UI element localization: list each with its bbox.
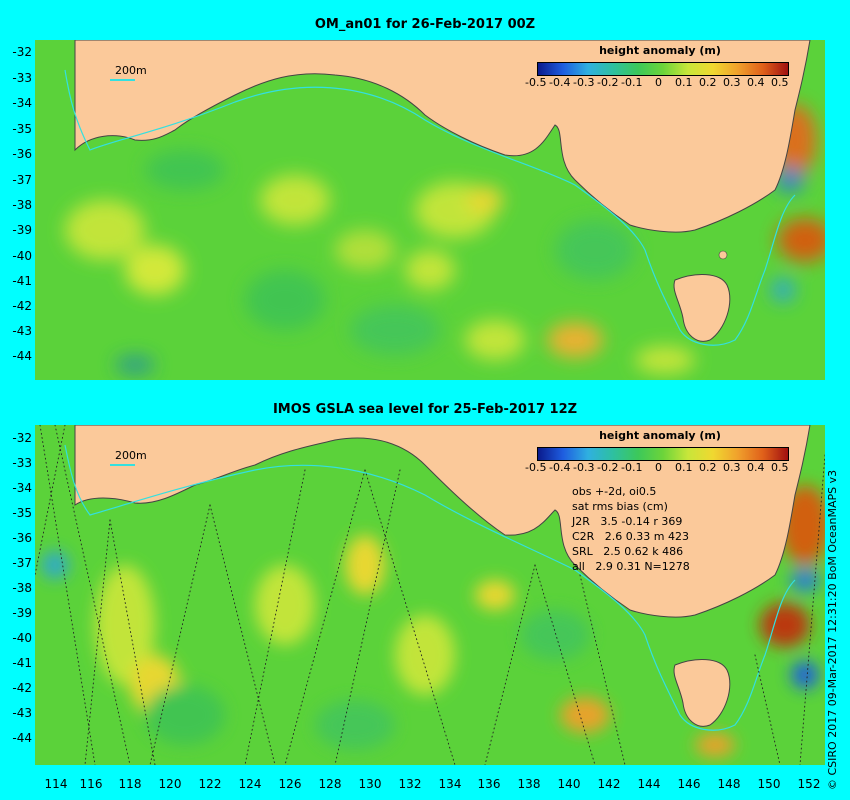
isobath-200m	[64, 69, 796, 346]
top-colorbar: height anomaly (m) -0.5 -0.4 -0.3 -0.2 -…	[525, 44, 795, 100]
lat-label: -43	[12, 706, 32, 720]
lat-label: -33	[12, 456, 32, 470]
colorbar-tick: 0	[655, 76, 662, 89]
colorbar-tick: -0.3	[573, 461, 595, 474]
lon-label: 114	[44, 777, 68, 791]
top-panel-title: OM_an01 for 26-Feb-2017 00Z	[314, 17, 536, 32]
lat-label: -38	[12, 198, 32, 212]
bottom-colorbar: height anomaly (m) -0.5 -0.4 -0.3 -0.2 -…	[525, 429, 795, 485]
top-scale-label: 200m	[115, 64, 147, 77]
colorbar-gradient	[537, 447, 789, 461]
lon-label: 124	[238, 777, 262, 791]
top-map-field	[35, 40, 825, 380]
lat-label: -35	[12, 122, 32, 136]
lon-label: 134	[438, 777, 462, 791]
colorbar-gradient	[537, 62, 789, 76]
lat-label: -32	[12, 45, 32, 59]
lat-label: -44	[12, 349, 32, 363]
colorbar-tick: -0.2	[597, 461, 619, 474]
lat-label: -37	[12, 173, 32, 187]
lon-label: 148	[717, 777, 741, 791]
colorbar-tick: 0.4	[747, 76, 765, 89]
lon-label: 132	[398, 777, 422, 791]
lon-label: 138	[517, 777, 541, 791]
lat-label: -43	[12, 324, 32, 338]
lat-label: -40	[12, 249, 32, 263]
lat-label: -40	[12, 631, 32, 645]
colorbar-tick: -0.1	[621, 461, 643, 474]
lon-label: 122	[198, 777, 222, 791]
lon-label: 128	[318, 777, 342, 791]
colorbar-tick: 0	[655, 461, 662, 474]
stats-line: J2R 3.5 -0.14 r 369	[572, 515, 683, 528]
credit-text: © CSIRO 2017 09-Mar-2017 12:31:20 BoM Oc…	[826, 469, 839, 790]
colorbar-tick: 0.5	[771, 461, 789, 474]
colorbar-tick: 0.3	[723, 76, 741, 89]
colorbar-tick: -0.5	[525, 76, 547, 89]
colorbar-tick: 0.3	[723, 461, 741, 474]
lon-label: 150	[757, 777, 781, 791]
lat-label: -36	[12, 147, 32, 161]
colorbar-tick: -0.2	[597, 76, 619, 89]
lat-label: -32	[12, 431, 32, 445]
tasmania-land	[673, 659, 731, 727]
lon-label: 144	[637, 777, 661, 791]
lat-label: -42	[12, 681, 32, 695]
lat-label: -44	[12, 731, 32, 745]
altimeter-tracks	[35, 425, 825, 765]
lon-label: 116	[79, 777, 103, 791]
lat-label: -41	[12, 274, 32, 288]
lon-label: 146	[677, 777, 701, 791]
bottom-panel-title: IMOS GSLA sea level for 25-Feb-2017 12Z	[272, 402, 578, 417]
colorbar-title: height anomaly (m)	[599, 44, 721, 57]
bottom-map-field	[35, 425, 825, 765]
colorbar-tick: -0.3	[573, 76, 595, 89]
colorbar-tick: 0.1	[675, 76, 693, 89]
stats-line: SRL 2.5 0.62 k 486	[572, 545, 684, 558]
bottom-scale-label: 200m	[115, 449, 147, 462]
lat-label: -35	[12, 506, 32, 520]
lat-label: -34	[12, 96, 32, 110]
colorbar-tick: -0.5	[525, 461, 547, 474]
lon-label: 152	[797, 777, 821, 791]
lat-label: -34	[12, 481, 32, 495]
lon-label: 140	[557, 777, 581, 791]
stats-line: all 2.9 0.31 N=1278	[572, 560, 690, 573]
stats-line: C2R 2.6 0.33 m 423	[572, 530, 689, 543]
colorbar-title: height anomaly (m)	[599, 429, 721, 442]
lon-label: 118	[118, 777, 142, 791]
isobath-200m	[64, 444, 796, 731]
lat-label: -41	[12, 656, 32, 670]
lat-label: -39	[12, 223, 32, 237]
lat-label: -33	[12, 71, 32, 85]
bottom-map: 200m height anomaly (m) -0.5 -0.4 -0.3 -…	[35, 425, 825, 765]
colorbar-tick: 0.1	[675, 461, 693, 474]
lon-label: 130	[358, 777, 382, 791]
colorbar-tick: 0.4	[747, 461, 765, 474]
lat-label: -36	[12, 531, 32, 545]
lat-label: -42	[12, 299, 32, 313]
colorbar-tick: 0.2	[699, 461, 717, 474]
lat-label: -37	[12, 556, 32, 570]
stats-line: sat rms bias (cm)	[572, 500, 668, 513]
stats-line: obs +-2d, oi0.5	[572, 485, 657, 498]
lat-label: -38	[12, 581, 32, 595]
lon-label: 136	[477, 777, 501, 791]
top-map: 200m height anomaly (m) -0.5 -0.4 -0.3 -…	[35, 40, 825, 380]
colorbar-tick: -0.4	[549, 461, 571, 474]
tasmania-land	[673, 274, 731, 342]
lon-label: 126	[278, 777, 302, 791]
colorbar-tick: 0.2	[699, 76, 717, 89]
lon-label: 120	[158, 777, 182, 791]
lon-label: 142	[597, 777, 621, 791]
australia-land	[74, 40, 811, 233]
lat-label: -39	[12, 606, 32, 620]
colorbar-tick: -0.4	[549, 76, 571, 89]
colorbar-tick: -0.1	[621, 76, 643, 89]
colorbar-tick: 0.5	[771, 76, 789, 89]
